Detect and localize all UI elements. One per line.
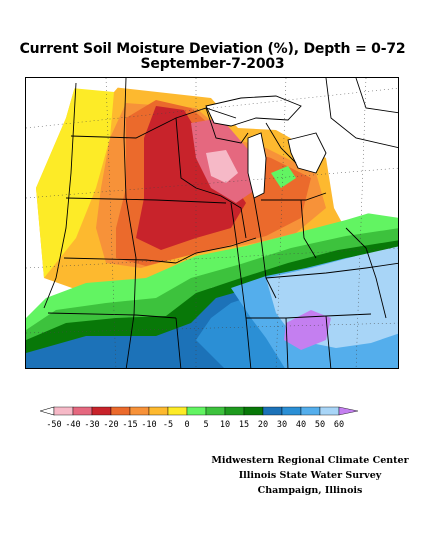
- field-minus-5: [36, 83, 114, 278]
- map-title: Current Soil Moisture Deviation (%), Dep…: [0, 42, 425, 72]
- legend-swatch: [186, 406, 207, 416]
- title-line-1: Current Soil Moisture Deviation (%), Dep…: [19, 41, 406, 57]
- credit-line-2: Illinois State Water Survey: [238, 470, 382, 481]
- legend-swatch: [262, 406, 283, 416]
- legend-label: 15: [239, 420, 249, 430]
- legend-swatch: [319, 406, 340, 416]
- state-boundaries: [43, 78, 398, 368]
- legend-label: -15: [122, 420, 137, 430]
- credit-line-3: Champaign, Illinois: [257, 485, 363, 496]
- legend-labels: -50 -40 -30 -20 -15 -10 -5 0 5 10 15 20 30 40 50 60: [46, 420, 344, 430]
- legend-label: -30: [84, 420, 99, 430]
- legend-swatch: [167, 406, 188, 416]
- legend-swatch: [148, 406, 169, 416]
- legend-label: 5: [203, 420, 208, 430]
- legend-label: -50: [46, 420, 61, 430]
- legend-swatches: [40, 406, 359, 416]
- legend-label: 30: [277, 420, 287, 430]
- moisture-fields: [26, 78, 398, 368]
- legend-label: 50: [315, 420, 325, 430]
- field-minus-30: [136, 106, 246, 250]
- legend-swatch: [72, 406, 93, 416]
- legend-swatch: [110, 406, 131, 416]
- credit-line-1: Midwestern Regional Climate Center: [211, 455, 409, 466]
- legend-swatch: [300, 406, 321, 416]
- legend-swatch: [53, 406, 74, 416]
- lake-michigan: [248, 133, 266, 198]
- field-plus-60: [284, 310, 331, 350]
- graticule: [26, 78, 398, 368]
- legend-label: 0: [184, 420, 189, 430]
- soil-moisture-map: [25, 77, 399, 369]
- credits: Midwestern Regional Climate Center Illin…: [200, 453, 420, 498]
- map-canvas: [26, 78, 398, 368]
- color-legend: -50 -40 -30 -20 -15 -10 -5 0 5 10 15 20 30 40 50 60: [40, 406, 359, 430]
- legend-swatch: [281, 406, 302, 416]
- legend-label: 20: [258, 420, 268, 430]
- field-minus-50: [206, 150, 238, 183]
- legend-arrow-low: [40, 406, 55, 416]
- legend-label: -10: [141, 420, 156, 430]
- legend-label: -40: [65, 420, 80, 430]
- legend-swatch: [243, 406, 264, 416]
- legend-swatch: [338, 406, 359, 416]
- legend-label: 40: [296, 420, 306, 430]
- legend-swatch: [224, 406, 245, 416]
- title-line-2: September-7-2003: [140, 56, 285, 72]
- legend-label: 60: [334, 420, 344, 430]
- legend-swatch: [205, 406, 226, 416]
- legend-label: -5: [163, 420, 173, 430]
- outside-region-ne: [306, 78, 398, 218]
- legend-swatch: [129, 406, 150, 416]
- legend-label: -20: [103, 420, 118, 430]
- legend-label: 10: [220, 420, 230, 430]
- legend-swatch: [91, 406, 112, 416]
- field-michigan-green: [271, 166, 296, 188]
- lake-superior: [206, 96, 301, 126]
- lake-huron: [288, 133, 326, 173]
